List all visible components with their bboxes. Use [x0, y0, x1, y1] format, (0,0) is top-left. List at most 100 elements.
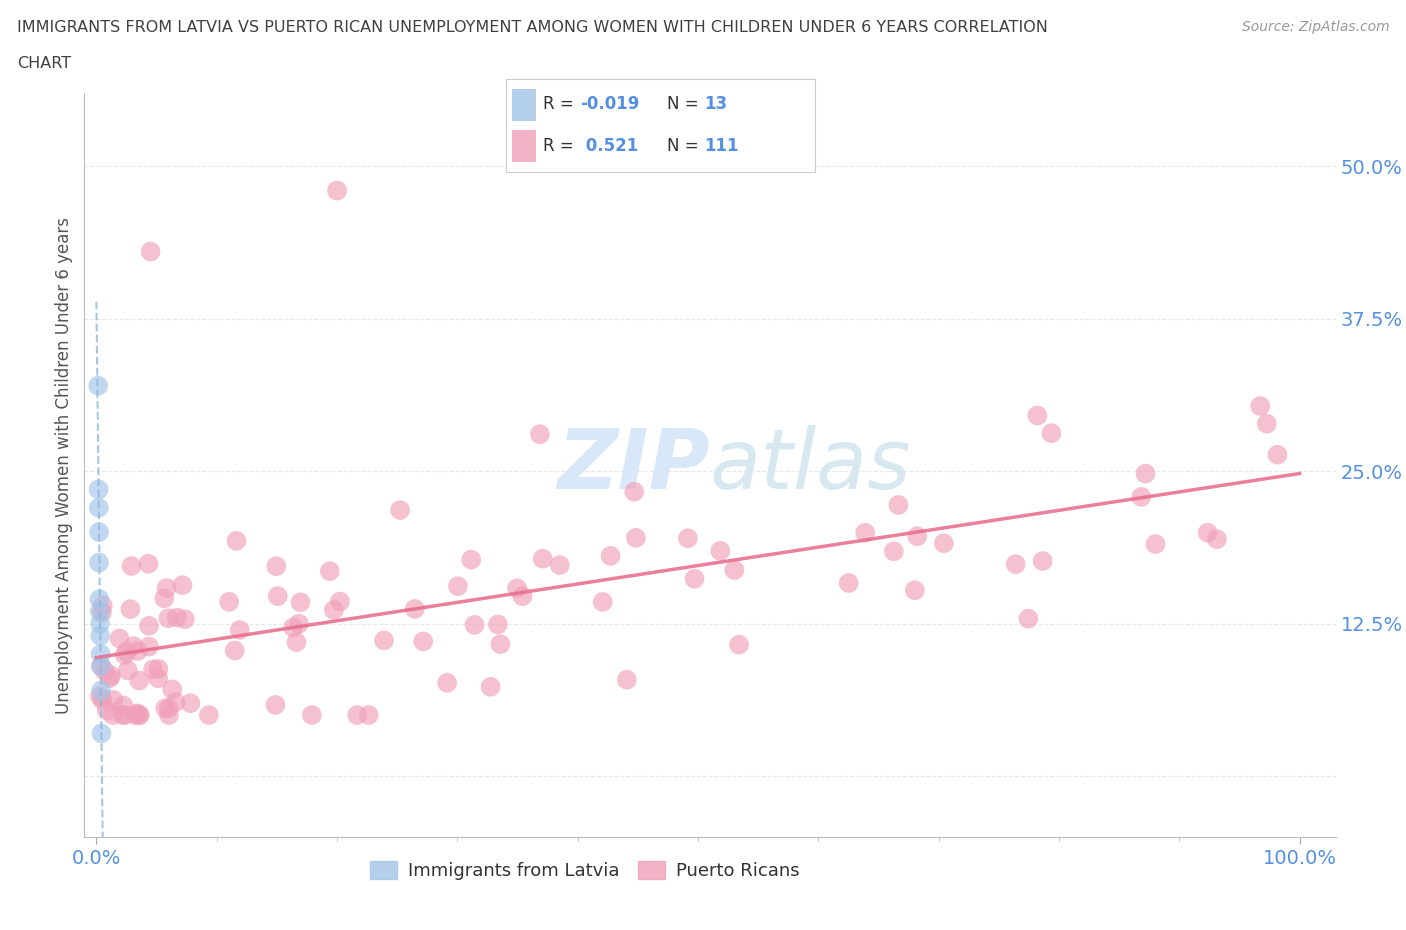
Point [1135, 466, 1157, 481]
Point [87, 500, 110, 515]
Point [1206, 532, 1229, 547]
Text: Source: ZipAtlas.com: Source: ZipAtlas.com [1241, 20, 1389, 34]
Point [89, 629, 111, 644]
Point [290, 595, 312, 610]
Point [329, 594, 352, 609]
Point [1026, 408, 1049, 423]
Point [128, 673, 150, 688]
Point [90, 658, 112, 673]
Point [1256, 417, 1278, 432]
Point [138, 556, 160, 571]
Point [138, 639, 160, 654]
Point [111, 708, 134, 723]
Point [322, 603, 344, 618]
Point [266, 559, 288, 574]
Point [89, 689, 111, 704]
Point [157, 708, 180, 723]
Point [683, 571, 706, 586]
Point [723, 563, 745, 578]
Point [506, 581, 529, 596]
Text: R =: R = [543, 137, 574, 155]
Point [114, 708, 136, 723]
Point [124, 708, 146, 723]
Point [94, 664, 117, 679]
Point [101, 708, 124, 723]
Point [285, 635, 308, 650]
Point [108, 631, 131, 645]
Text: ZIP: ZIP [557, 424, 710, 506]
Point [87, 555, 110, 570]
Point [218, 594, 240, 609]
Point [412, 634, 434, 649]
Point [138, 618, 160, 633]
Point [529, 427, 551, 442]
Point [165, 695, 187, 710]
Text: 0.521: 0.521 [581, 137, 638, 155]
Text: R =: R = [543, 95, 574, 113]
Point [198, 708, 221, 723]
Text: -0.019: -0.019 [581, 95, 640, 113]
Point [155, 701, 177, 716]
Point [87, 482, 110, 497]
Point [531, 551, 554, 566]
Text: 111: 111 [704, 137, 738, 155]
Point [373, 633, 395, 648]
Point [346, 708, 368, 723]
Point [489, 637, 512, 652]
Point [127, 644, 149, 658]
Point [904, 583, 927, 598]
Point [486, 617, 509, 631]
Point [87, 525, 110, 539]
Text: IMMIGRANTS FROM LATVIA VS PUERTO RICAN UNEMPLOYMENT AMONG WOMEN WITH CHILDREN UN: IMMIGRANTS FROM LATVIA VS PUERTO RICAN U… [17, 20, 1047, 35]
Point [301, 708, 323, 723]
Point [155, 580, 177, 595]
Point [1032, 553, 1054, 568]
Point [122, 639, 145, 654]
Point [436, 675, 458, 690]
Point [357, 708, 380, 723]
Point [89, 591, 111, 606]
Point [173, 612, 195, 627]
Point [98, 671, 121, 685]
Point [125, 706, 148, 721]
Point [115, 644, 138, 659]
Point [120, 602, 142, 617]
Legend: Immigrants from Latvia, Puerto Ricans: Immigrants from Latvia, Puerto Ricans [363, 854, 807, 887]
Point [1130, 489, 1153, 504]
Point [112, 698, 135, 713]
Point [228, 622, 250, 637]
Point [883, 544, 905, 559]
FancyBboxPatch shape [512, 89, 536, 121]
Point [264, 698, 287, 712]
Point [166, 610, 188, 625]
Text: N =: N = [666, 137, 699, 155]
Point [447, 578, 470, 593]
Point [389, 502, 412, 517]
Point [709, 543, 731, 558]
Point [1249, 399, 1271, 414]
Point [932, 536, 955, 551]
Point [838, 576, 860, 591]
Point [96, 703, 118, 718]
Point [100, 668, 122, 683]
Point [148, 661, 170, 676]
Point [288, 617, 311, 631]
Point [1017, 611, 1039, 626]
Point [90, 684, 112, 698]
Point [624, 530, 647, 545]
Point [319, 564, 342, 578]
Point [728, 637, 751, 652]
Point [89, 604, 111, 618]
Point [103, 692, 125, 707]
Point [905, 529, 928, 544]
FancyBboxPatch shape [512, 130, 536, 162]
Y-axis label: Unemployment Among Women with Children Under 6 years: Unemployment Among Women with Children U… [55, 217, 73, 713]
Point [91, 598, 114, 613]
Point [326, 183, 349, 198]
Point [90, 658, 112, 673]
Point [676, 531, 699, 546]
Point [599, 549, 621, 564]
Point [87, 379, 110, 393]
Point [157, 611, 180, 626]
Point [592, 594, 614, 609]
